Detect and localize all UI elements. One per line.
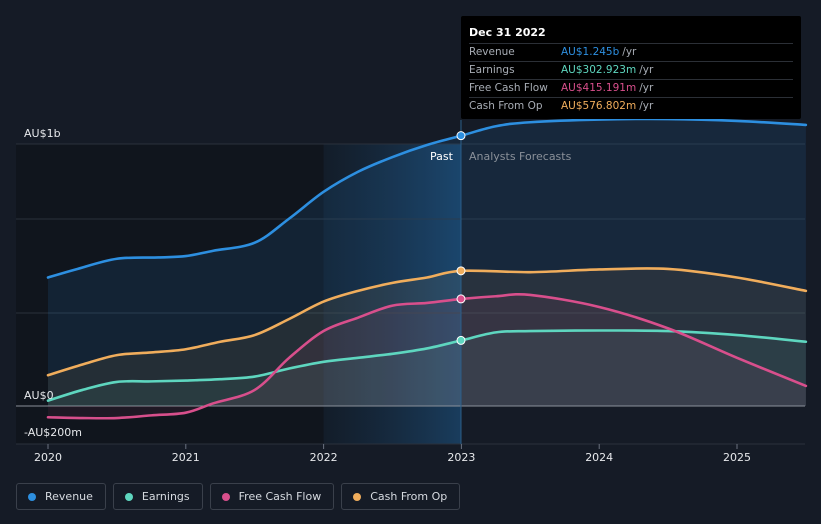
legend-item-revenue[interactable]: Revenue [16,483,106,510]
revenue-area [48,118,806,407]
free-cash-flow-line [46,292,808,420]
y-label-top: AU$1b [24,127,61,140]
tooltip-value: AU$302.923m [561,64,637,76]
tooltip-label: Free Cash Flow [469,82,548,94]
legend-label: Free Cash Flow [238,490,322,503]
series-areas [48,118,806,419]
y-label-zero: AU$0 [24,389,54,402]
tooltip-unit: /yr [639,100,654,112]
legend-label: Cash From Op [370,490,448,503]
series-lines [46,117,808,420]
cash-from-op-highlight-dot [456,266,466,276]
legend-label: Earnings [141,490,190,503]
tooltip-label: Earnings [469,64,515,76]
tooltip-unit: /yr [639,82,654,94]
legend-item-cash-from-op[interactable]: Cash From Op [341,483,461,510]
legend-item-earnings[interactable]: Earnings [112,483,203,510]
tooltip-value: AU$1.245b [561,46,620,58]
legend: Revenue Earnings Free Cash Flow Cash Fro… [16,483,461,510]
cash-from-op-dot-icon [353,492,362,501]
legend-item-free-cash-flow[interactable]: Free Cash Flow [209,483,335,510]
tooltip-label: Revenue [469,46,515,58]
past-label: Past [430,150,454,163]
revenue-line [46,117,808,279]
earnings-dot-icon [124,492,133,501]
x-tick-label: 2022 [310,451,338,464]
tooltip-row-free-cash-flow: Free Cash Flow AU$415.191m /yr [469,79,793,97]
tooltip-unit: /yr [622,46,637,58]
cash-from-op-area [48,268,806,406]
x-tick-label: 2021 [172,451,200,464]
tooltip-value: AU$415.191m [561,82,637,94]
y-label-bottom: -AU$200m [24,426,82,439]
revenue-dot-icon [28,492,36,501]
earnings-highlight-dot [456,335,466,345]
tooltip-row-revenue: Revenue AU$1.245b /yr [469,43,793,61]
forecast-label: Analysts Forecasts [469,150,572,163]
x-tick-label: 2020 [34,451,62,464]
tooltip-unit: /yr [639,64,654,76]
free-cash-flow-highlight-dot [456,294,466,304]
tooltip-date: Dec 31 2022 [469,26,546,39]
axis-labels: AU$1b AU$0 -AU$200m Past Analysts Foreca… [24,127,572,439]
earnings-area [48,330,806,406]
legend-label: Revenue [45,490,93,503]
x-tick-label: 2024 [585,451,613,464]
chart-plot: AU$1b AU$0 -AU$200m Past Analysts Foreca… [16,117,808,464]
x-tick-label: 2023 [447,451,475,464]
tooltip-row-earnings: Earnings AU$302.923m /yr [469,61,793,79]
highlight-dots [456,131,466,345]
gridlines [16,143,805,445]
tooltip-label: Cash From Op [469,100,543,112]
tooltip-value: AU$576.802m [561,100,637,112]
earnings-line [46,329,808,402]
x-tick-label: 2025 [723,451,751,464]
free-cash-flow-area [48,294,806,419]
revenue-highlight-dot [456,131,466,141]
free-cash-flow-dot-icon [221,492,230,501]
x-axis-ticks: 2020 2021 2022 2023 2024 2025 [34,444,751,464]
tooltip: Dec 31 2022 Revenue AU$1.245b /yr Earnin… [461,16,801,119]
cash-from-op-line [46,267,808,377]
tooltip-row-cash-from-op: Cash From Op AU$576.802m /yr [469,97,793,115]
